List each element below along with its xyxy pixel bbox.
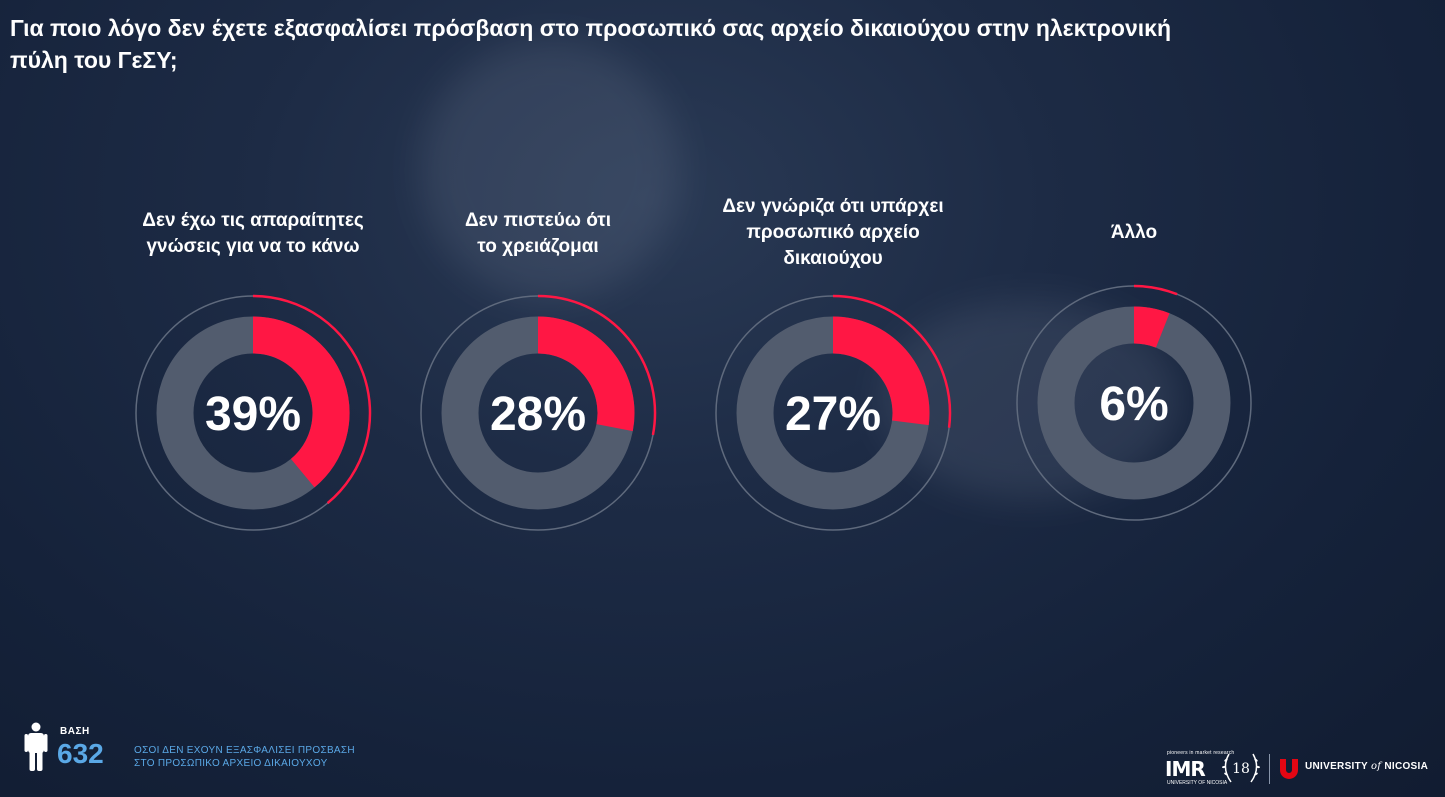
donut-segment: [537, 316, 635, 432]
value-label: 6%: [1099, 378, 1168, 431]
category-label: Δεν έχω τις απαραίτητες γνώσεις για να το…: [103, 208, 403, 260]
base-description-line: ΣΤΟ ΠΡΟΣΩΠΙΚΟ ΑΡΧΕΙΟ ΔΙΚΑΙΟΥΧΟΥ: [134, 758, 328, 769]
anniversary-number: 18: [1232, 761, 1250, 777]
donut-chart: 6%: [1016, 284, 1252, 521]
category-label-line: Δεν πιστεύω ότι: [464, 210, 612, 231]
base-description: ΟΣΟΙ ΔΕΝ ΕΧΟΥΝ ΕΞΑΣΦΑΛΙΣΕΙ ΠΡΟΣΒΑΣΗ ΣΤΟ …: [134, 744, 355, 770]
outer-ring-highlight: [832, 294, 952, 428]
logos: pioneers in market research IMR UNIVERSI…: [1165, 748, 1440, 788]
imr-tagline: pioneers in market research: [1167, 750, 1235, 756]
logo-separator: [1269, 754, 1270, 784]
value-label: 28%: [490, 388, 586, 441]
category-label-line: δικαιούχου: [783, 248, 883, 269]
donut-segment: [1133, 306, 1170, 348]
unic-logo-icon: [1280, 759, 1298, 779]
base-description-line: ΟΣΟΙ ΔΕΝ ΕΧΟΥΝ ΕΞΑΣΦΑΛΙΣΕΙ ΠΡΟΣΒΑΣΗ: [134, 745, 355, 756]
unic-wordmark: UNIVERSITY of NICOSIA: [1305, 761, 1428, 772]
donut-chart: 27%: [715, 294, 952, 531]
value-label: 27%: [785, 388, 881, 441]
imr-logo: IMR: [1165, 757, 1206, 781]
base-footer: ΒΑΣΗ 632 ΟΣΟΙ ΔΕΝ ΕΧΟΥΝ ΕΞΑΣΦΑΛΙΣΕΙ ΠΡΟΣ…: [24, 720, 444, 780]
category-label: Άλλο: [984, 220, 1284, 246]
base-label: ΒΑΣΗ: [60, 726, 90, 737]
value-label: 39%: [205, 388, 301, 441]
category-label-line: γνώσεις για να το κάνω: [146, 236, 360, 257]
category-label-line: το χρειάζομαι: [477, 236, 599, 257]
unic-of: of: [1370, 761, 1382, 772]
donut-chart: 28%: [420, 294, 657, 531]
imr-subtitle: UNIVERSITY OF NICOSIA: [1167, 780, 1228, 786]
outer-ring-highlight: [537, 294, 657, 436]
outer-ring-highlight: [1133, 284, 1178, 296]
category-label-line: προσωπικό αρχείο: [746, 222, 920, 243]
donut-segment: [252, 316, 350, 488]
base-value: 632: [57, 738, 104, 769]
person-icon: [24, 722, 48, 771]
page-title: Για ποιο λόγο δεν έχετε εξασφαλίσει πρόσ…: [10, 15, 1172, 73]
category-label: Δεν πιστεύω ότι το χρειάζομαι: [388, 208, 688, 260]
unic-prefix: UNIVERSITY: [1305, 761, 1368, 772]
background-blur: [420, 40, 680, 300]
anniversary-laurel-icon: 18: [1222, 753, 1260, 783]
category-label-line: Δεν έχω τις απαραίτητες: [142, 210, 364, 231]
category-label-line: Δεν γνώριζα ότι υπάρχει: [722, 196, 944, 217]
category-label-line: Άλλο: [1110, 222, 1158, 243]
outer-ring-highlight: [252, 294, 372, 505]
category-label: Δεν γνώριζα ότι υπάρχει προσωπικό αρχείο δ…: [683, 194, 983, 272]
unic-suffix: NICOSIA: [1384, 761, 1429, 772]
donut-chart: 39%: [135, 294, 372, 531]
donut-segment: [832, 316, 930, 426]
